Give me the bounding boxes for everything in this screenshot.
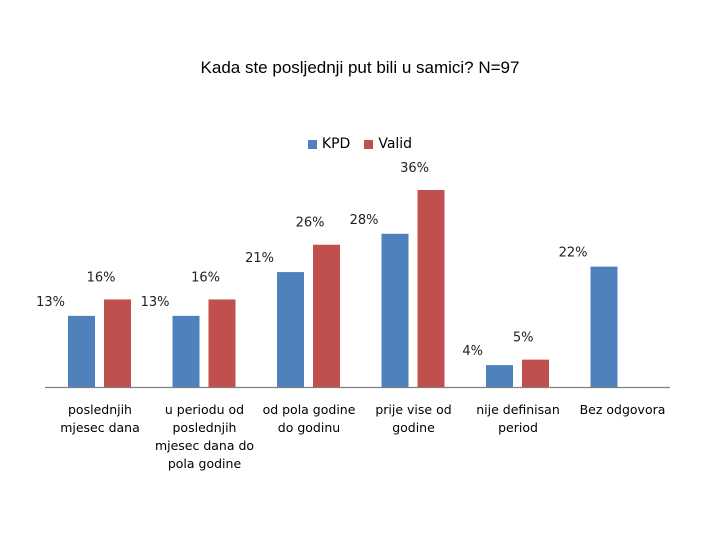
legend-swatch-valid xyxy=(364,139,374,149)
data-label-valid-4: 5% xyxy=(513,331,534,346)
legend-item-valid: Valid xyxy=(364,136,412,152)
data-label-valid-1: 16% xyxy=(191,270,220,285)
data-label-kpd-2: 21% xyxy=(245,251,274,266)
bar-kpd-4 xyxy=(486,365,513,387)
chart-title: Kada ste posljednji put bili u samici? N… xyxy=(200,58,520,77)
category-label-2: od pola godine do godinu xyxy=(262,402,356,435)
bar-kpd-2 xyxy=(277,272,304,387)
data-label-kpd-3: 28% xyxy=(350,213,379,228)
bar-kpd-0 xyxy=(68,315,95,387)
data-label-kpd-1: 13% xyxy=(141,295,170,310)
bar-valid-3 xyxy=(417,190,445,387)
bar-valid-1 xyxy=(208,299,236,387)
data-label-kpd-5: 22% xyxy=(559,246,588,261)
legend: KPD Valid xyxy=(0,136,720,152)
category-label-5: Bez odgovora xyxy=(579,402,666,417)
data-label-kpd-0: 13% xyxy=(36,295,65,310)
category-label-3: prije vise od godine xyxy=(375,402,452,435)
category-label-4: nije definisan period xyxy=(476,402,560,435)
category-label-1: u periodu od poslednjih mjesec dana do p… xyxy=(154,402,255,471)
data-label-kpd-4: 4% xyxy=(462,344,483,359)
legend-item-kpd: KPD xyxy=(307,136,351,152)
category-label-0: poslednjih mjesec dana xyxy=(60,402,140,435)
bar-valid-0 xyxy=(104,299,131,387)
legend-label-valid: Valid xyxy=(378,136,413,152)
data-label-valid-3: 36% xyxy=(400,161,429,176)
data-label-valid-0: 16% xyxy=(87,270,116,285)
bar-kpd-1 xyxy=(172,315,200,387)
data-label-valid-2: 26% xyxy=(296,216,325,231)
bar-kpd-3 xyxy=(381,233,409,387)
legend-label-kpd: KPD xyxy=(321,136,351,152)
bar-valid-4 xyxy=(522,359,549,387)
bar-kpd-5 xyxy=(590,266,618,387)
legend-swatch-kpd xyxy=(307,139,317,149)
bar-valid-2 xyxy=(313,244,340,387)
